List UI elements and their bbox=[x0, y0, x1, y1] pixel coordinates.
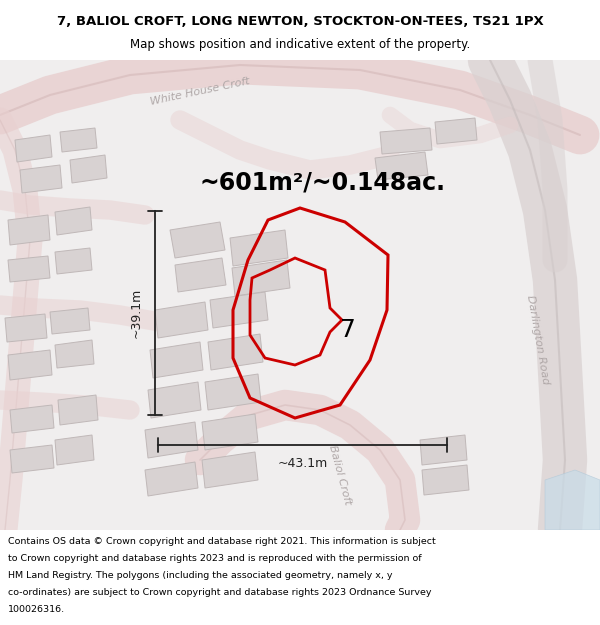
Polygon shape bbox=[232, 260, 290, 296]
Polygon shape bbox=[202, 414, 258, 450]
Polygon shape bbox=[170, 222, 225, 258]
Polygon shape bbox=[20, 165, 62, 193]
Polygon shape bbox=[58, 395, 98, 425]
Polygon shape bbox=[60, 128, 97, 152]
Polygon shape bbox=[175, 258, 226, 292]
Text: co-ordinates) are subject to Crown copyright and database rights 2023 Ordnance S: co-ordinates) are subject to Crown copyr… bbox=[8, 588, 431, 597]
Polygon shape bbox=[210, 292, 268, 328]
Polygon shape bbox=[55, 435, 94, 465]
Text: Contains OS data © Crown copyright and database right 2021. This information is : Contains OS data © Crown copyright and d… bbox=[8, 537, 436, 546]
Text: White House Croft: White House Croft bbox=[149, 76, 251, 108]
Polygon shape bbox=[422, 465, 469, 495]
Polygon shape bbox=[380, 128, 432, 154]
Polygon shape bbox=[375, 152, 428, 180]
Polygon shape bbox=[420, 435, 467, 465]
Text: ~43.1m: ~43.1m bbox=[277, 457, 328, 470]
Polygon shape bbox=[55, 207, 92, 235]
Text: to Crown copyright and database rights 2023 and is reproduced with the permissio: to Crown copyright and database rights 2… bbox=[8, 554, 422, 563]
Polygon shape bbox=[230, 230, 288, 266]
Polygon shape bbox=[8, 215, 50, 245]
Polygon shape bbox=[145, 422, 198, 458]
Text: Baliol Croft: Baliol Croft bbox=[327, 444, 353, 506]
Text: ~601m²/~0.148ac.: ~601m²/~0.148ac. bbox=[200, 170, 446, 194]
Polygon shape bbox=[10, 445, 54, 473]
Polygon shape bbox=[50, 308, 90, 334]
Polygon shape bbox=[545, 470, 600, 530]
Polygon shape bbox=[8, 350, 52, 380]
Polygon shape bbox=[10, 405, 54, 433]
Polygon shape bbox=[55, 248, 92, 274]
Polygon shape bbox=[202, 452, 258, 488]
Text: Darlington Road: Darlington Road bbox=[525, 294, 551, 386]
Text: 7, BALIOL CROFT, LONG NEWTON, STOCKTON-ON-TEES, TS21 1PX: 7, BALIOL CROFT, LONG NEWTON, STOCKTON-O… bbox=[56, 15, 544, 28]
Polygon shape bbox=[205, 374, 261, 410]
Polygon shape bbox=[148, 382, 201, 418]
Polygon shape bbox=[155, 302, 208, 338]
Text: ~39.1m: ~39.1m bbox=[130, 288, 143, 338]
Polygon shape bbox=[145, 462, 198, 496]
Polygon shape bbox=[70, 155, 107, 183]
Text: HM Land Registry. The polygons (including the associated geometry, namely x, y: HM Land Registry. The polygons (includin… bbox=[8, 571, 392, 580]
Polygon shape bbox=[150, 342, 203, 378]
Polygon shape bbox=[55, 340, 94, 368]
Polygon shape bbox=[8, 256, 50, 282]
Text: Map shows position and indicative extent of the property.: Map shows position and indicative extent… bbox=[130, 38, 470, 51]
Polygon shape bbox=[5, 314, 47, 342]
Polygon shape bbox=[15, 135, 52, 162]
Polygon shape bbox=[435, 118, 477, 144]
Polygon shape bbox=[208, 334, 263, 370]
Text: 7: 7 bbox=[340, 318, 356, 342]
Text: 100026316.: 100026316. bbox=[8, 605, 65, 614]
